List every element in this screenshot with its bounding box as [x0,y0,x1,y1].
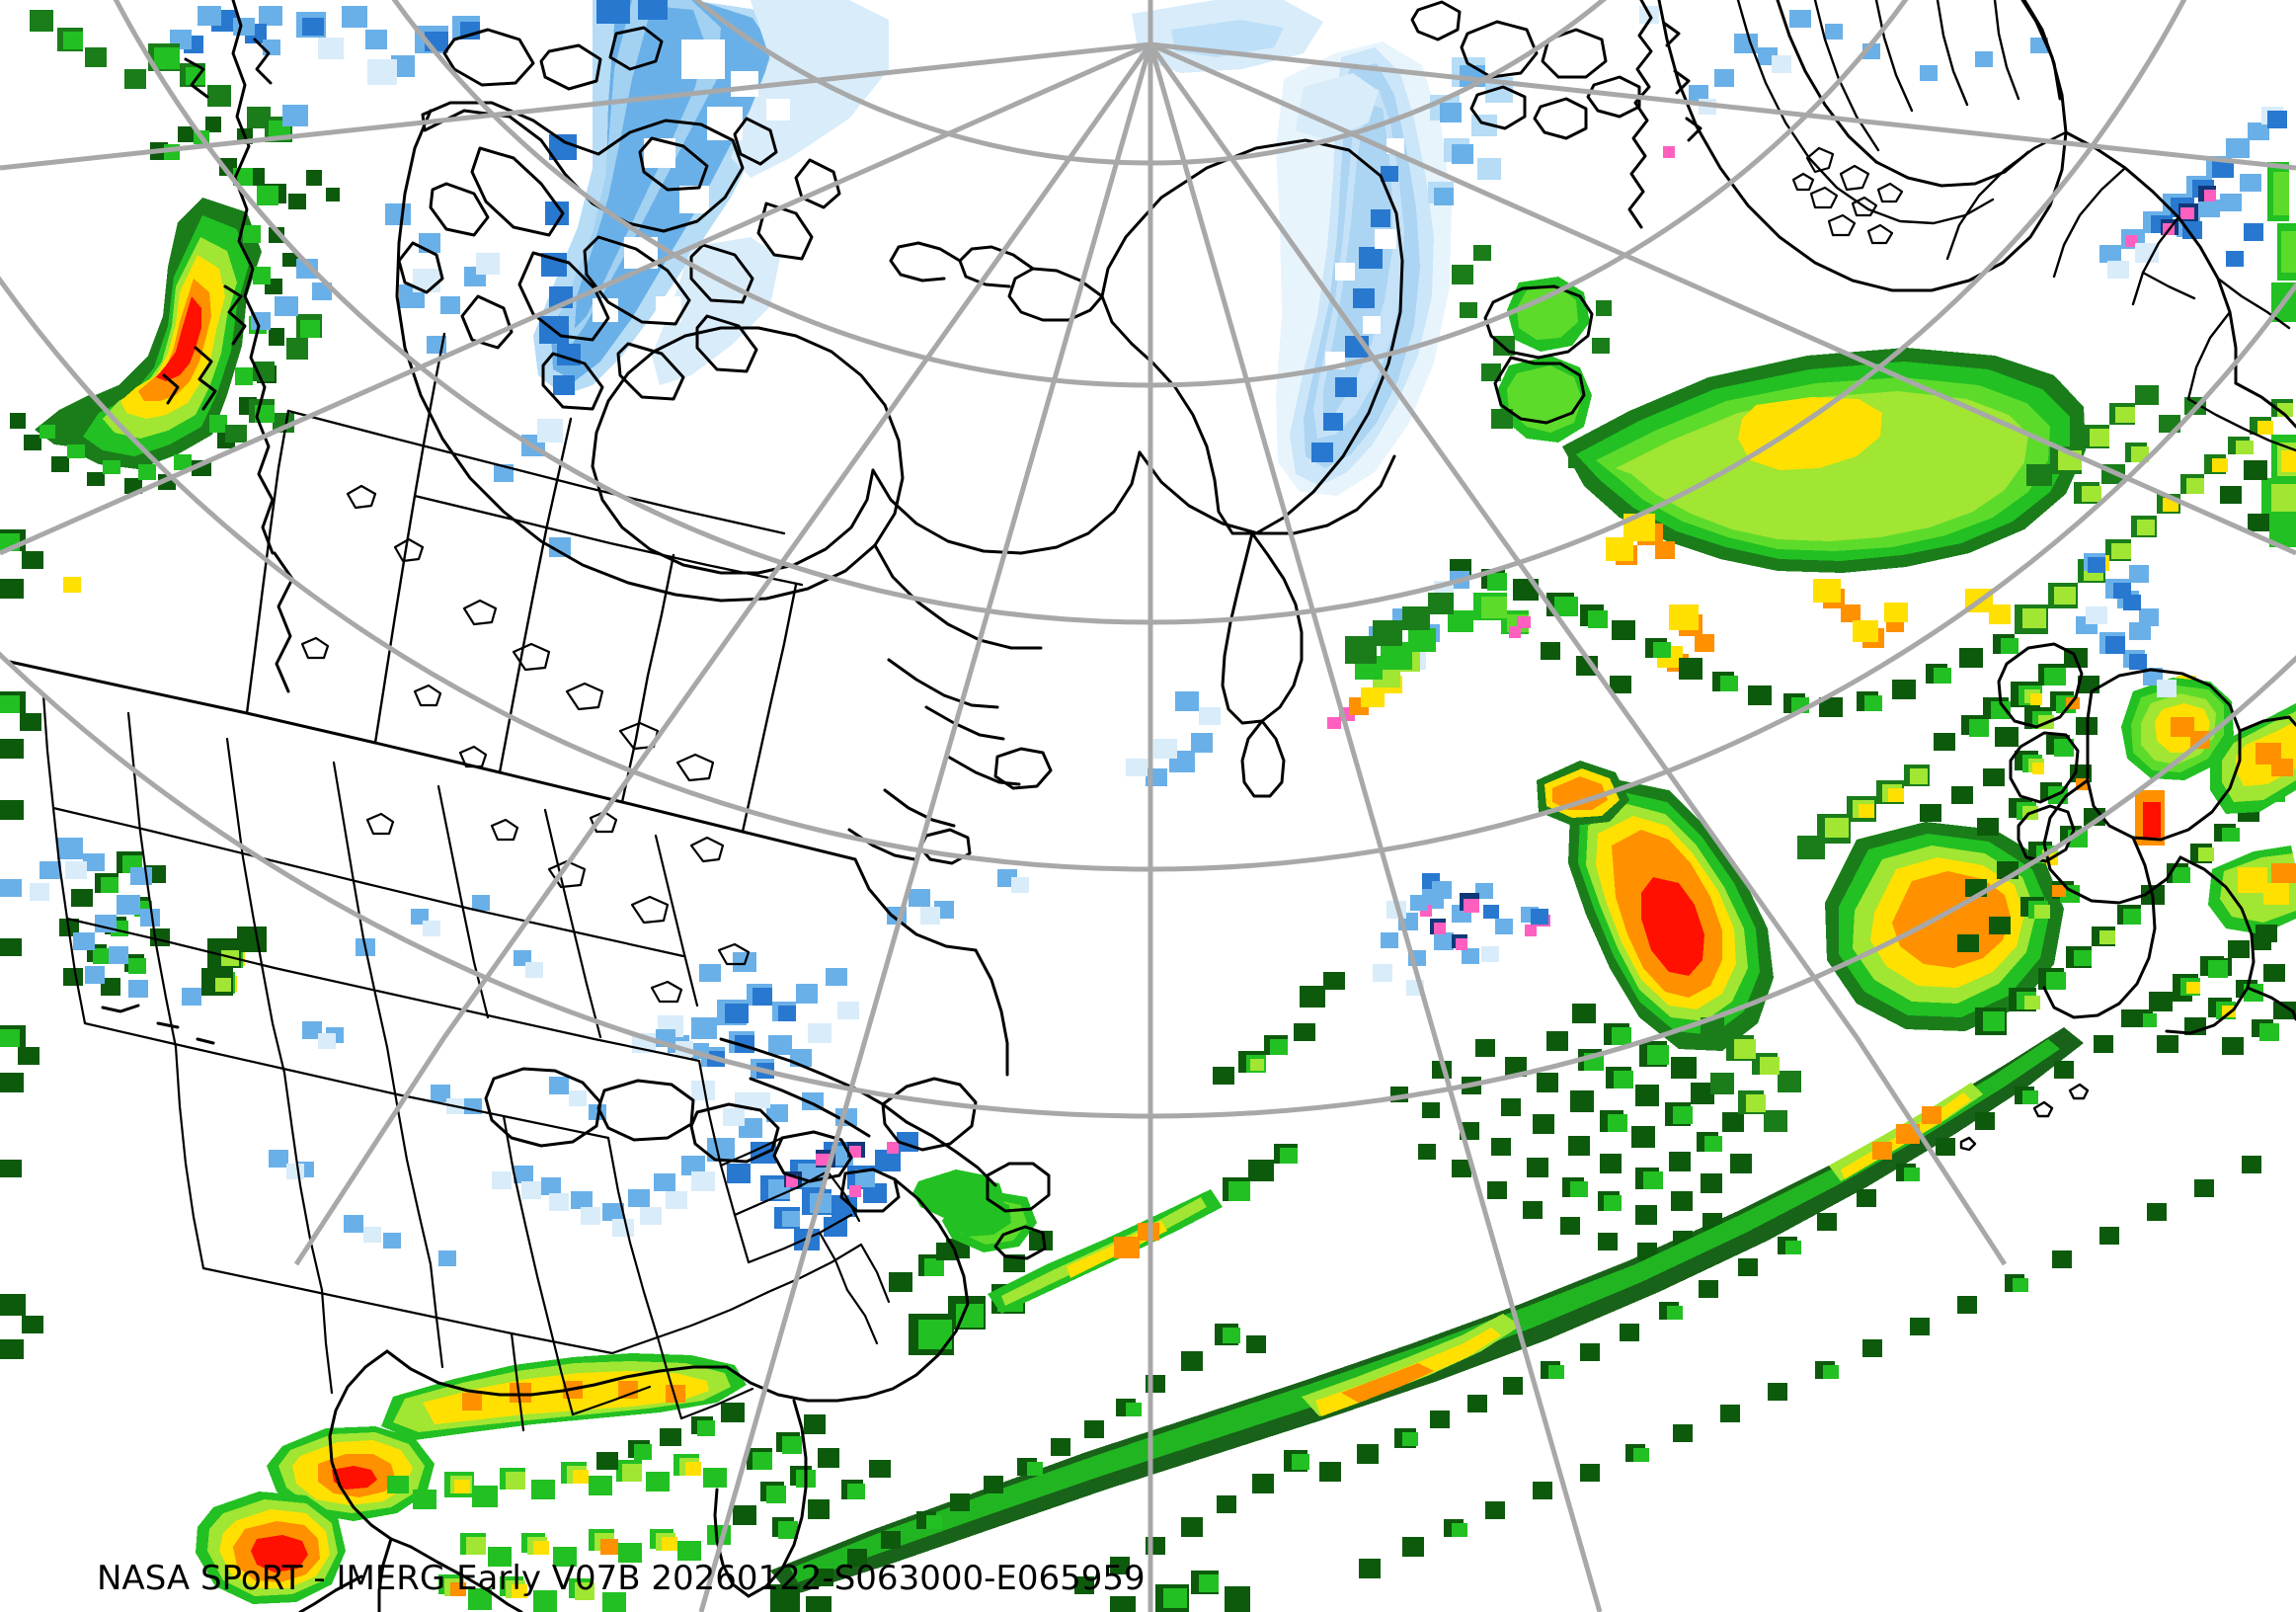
precip-feature-europe-right-edge [2220,435,2296,547]
precip-feature-north-atlantic-conveyor [1450,348,2293,717]
precip-feature-western-europe [1920,553,2296,1055]
figure-caption: NASA SPoRT - IMERG Early V07B 20260122-S… [97,1559,1146,1598]
precip-feature-iceland [1452,245,1612,468]
precip-feature-norway-snow [1639,6,2296,322]
precip-feature-greenland-sw-tip [1327,593,1454,729]
precip-feature-gulf-coast-convection [196,1144,1298,1612]
precip-feature-subtropical-cells [1213,972,1345,1085]
precip-feature-left-edge-speckle [0,529,105,1359]
precip-feature-great-lakes-snow [492,1092,1053,1272]
precip-feature-mid-atlantic-cyclone [1373,761,2064,1260]
precip-feature-atlantic-cold-front [770,784,2285,1612]
precip-feature-labrador-mixed [1410,881,1550,936]
